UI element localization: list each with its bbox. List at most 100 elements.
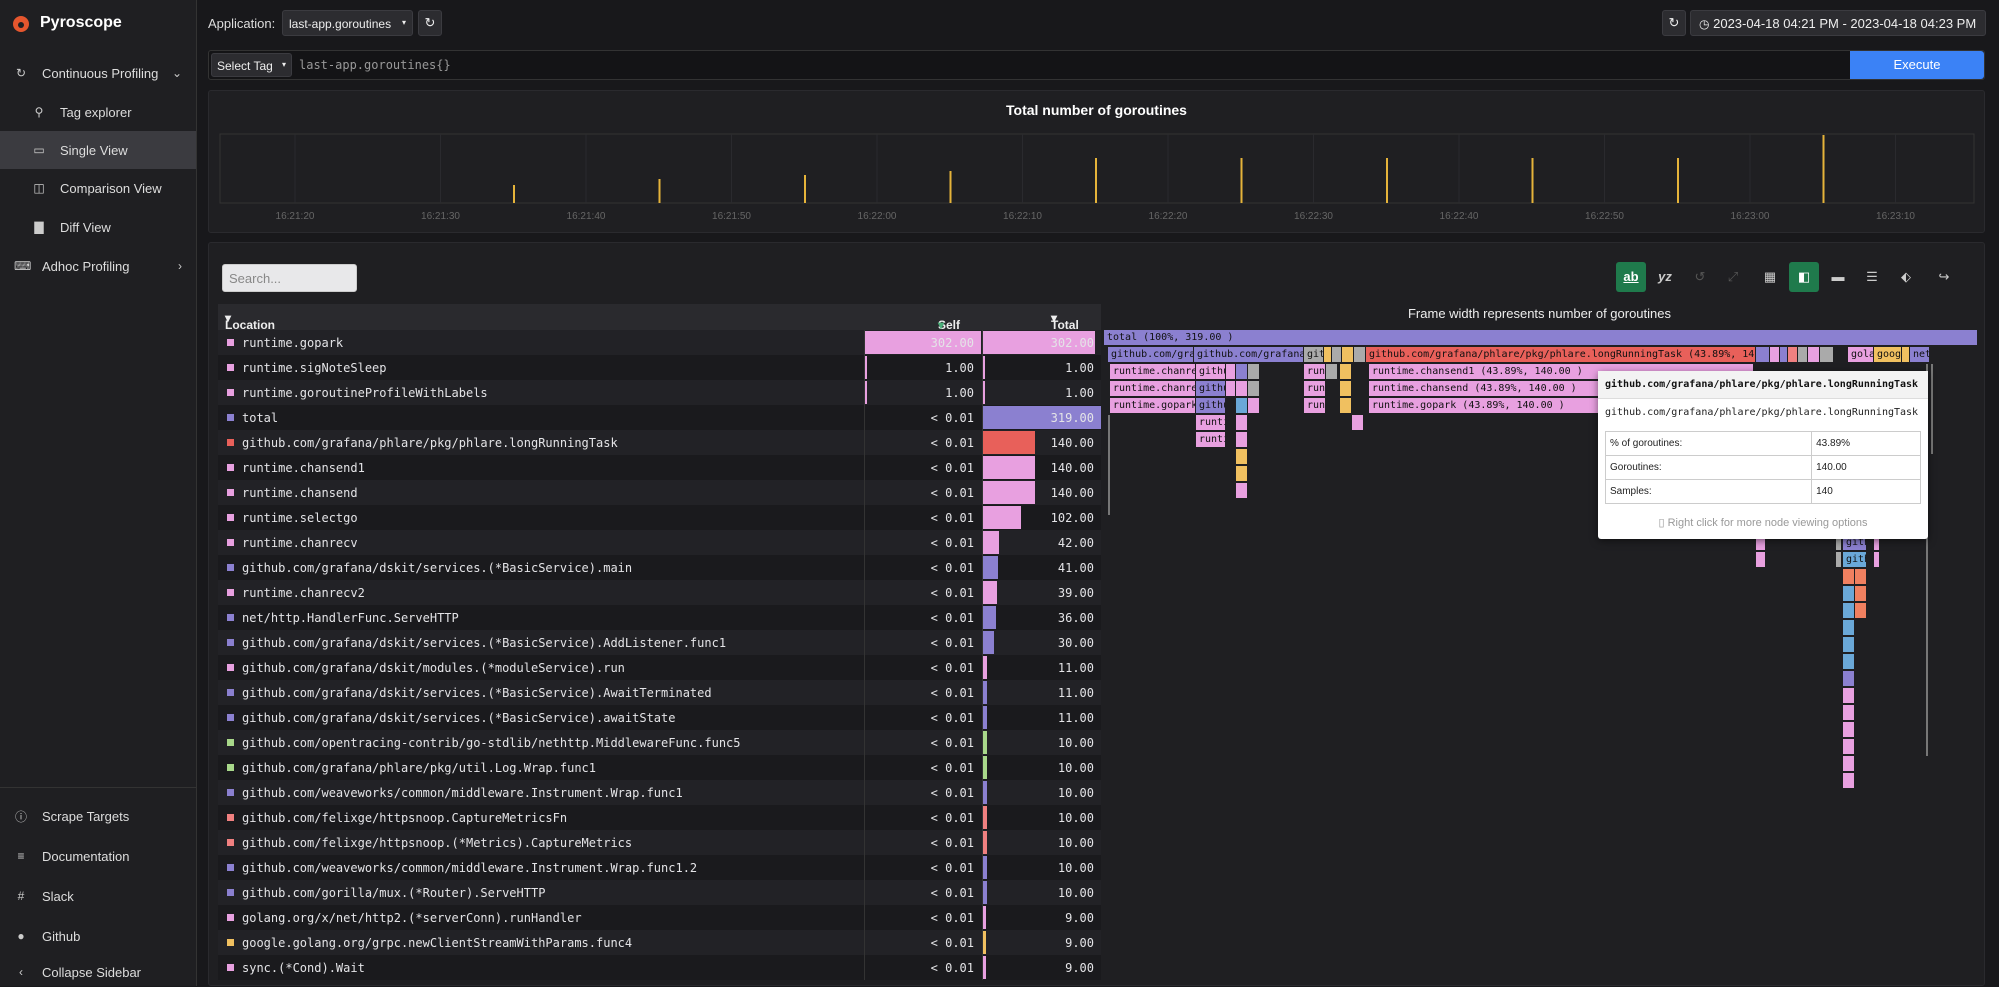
table-row[interactable]: github.com/weaveworks/common/middleware.… [218,780,1101,805]
table-row[interactable]: runtime.chanrecv < 0.01 42.00 [218,530,1101,555]
flame-frame[interactable] [1931,364,1933,454]
flame-frame[interactable] [1843,569,1855,584]
flame-frame[interactable]: run [1304,364,1326,379]
search-input[interactable]: Search... [222,264,357,292]
flame-frame[interactable] [1236,364,1248,379]
flame-frame[interactable] [1340,398,1352,413]
table-row[interactable]: github.com/opentracing-contrib/go-stdlib… [218,730,1101,755]
sidebar-item-adhoc-profiling[interactable]: ⌨ Adhoc Profiling › [0,247,196,285]
collapse-sidebar-button[interactable]: ‹ Collapse Sidebar [0,957,196,987]
application-select[interactable]: last-app.goroutines ▾ [282,10,413,36]
table-row[interactable]: github.com/grafana/dskit/services.(*Basi… [218,555,1101,580]
table-row[interactable]: runtime.chansend1 < 0.01 140.00 [218,455,1101,480]
flame-frame[interactable]: runtime.gopark [1110,398,1196,413]
sidebar-item-single-view[interactable]: ▭ Single View [0,131,196,169]
table-row[interactable]: github.com/grafana/phlare/pkg/util.Log.W… [218,755,1101,780]
table-row[interactable]: github.com/grafana/dskit/services.(*Basi… [218,680,1101,705]
flame-frame[interactable]: runtime.chanrec [1110,364,1196,379]
flame-frame[interactable] [1756,535,1766,550]
table-row[interactable]: github.com/gorilla/mux.(*Router).ServeHT… [218,880,1101,905]
flame-frame[interactable] [1843,671,1855,686]
flame-frame[interactable] [1836,552,1842,567]
table-row[interactable]: net/http.HandlerFunc.ServeHTTP < 0.01 36.0… [218,605,1101,630]
flame-frame[interactable] [1340,364,1352,379]
flame-frame[interactable] [1843,620,1855,635]
refresh-apps-button[interactable]: ↻ [418,10,442,36]
flame-frame[interactable] [1226,381,1236,396]
app-logo[interactable]: Pyroscope [0,0,196,46]
table-row[interactable]: runtime.chanrecv2 < 0.01 39.00 [218,580,1101,605]
flame-frame[interactable] [1798,347,1808,362]
highlight-button[interactable]: yz [1650,262,1680,292]
flame-frame[interactable] [1236,381,1248,396]
flame-frame[interactable] [1843,654,1855,669]
table-row[interactable]: runtime.goroutineProfileWithLabels 1.00 1.… [218,380,1101,405]
flame-frame[interactable] [1248,364,1260,379]
flame-frame[interactable]: githu [1196,381,1226,396]
flame-frame[interactable] [1756,347,1770,362]
flame-frame[interactable]: net [1910,347,1930,362]
flame-frame[interactable] [1843,637,1855,652]
timeline-chart[interactable]: 16:21:20 16:21:30 16:21:40 16:21:50 16:22:00… [209,91,1986,234]
flame-frame[interactable] [1855,586,1867,601]
flame-frame[interactable] [1843,688,1855,703]
flame-frame[interactable]: githu [1196,364,1226,379]
flame-frame[interactable] [1236,449,1248,464]
refresh-button[interactable]: ↻ [1662,10,1686,36]
flame-frame[interactable] [1342,347,1354,362]
sidebar-item-tag-explorer[interactable]: ⚲ Tag explorer [0,93,196,131]
flame-frame[interactable] [1236,432,1248,447]
sidebar-item-scrape-targets[interactable]: ⓘ Scrape Targets [0,797,196,835]
table-row[interactable]: github.com/weaveworks/common/middleware.… [218,855,1101,880]
flame-frame[interactable] [1788,347,1798,362]
table-row[interactable]: google.golang.org/grpc.newClientStreamWi… [218,930,1101,955]
table-view-button[interactable]: ▦ [1755,262,1785,292]
flame-frame[interactable] [1236,398,1248,413]
flame-frame[interactable] [1855,603,1867,618]
table-flamegraph-view-button[interactable]: ◧ [1789,262,1819,292]
sidebar-item-github[interactable]: ● Github [0,917,196,955]
flame-frame[interactable] [1770,347,1780,362]
flame-frame[interactable] [1354,347,1366,362]
table-row[interactable]: github.com/felixge/httpsnoop.CaptureMetr… [218,805,1101,830]
table-row[interactable]: github.com/felixge/httpsnoop.(*Metrics).… [218,830,1101,855]
select-tag-dropdown[interactable]: Select Tag ▾ [211,53,292,77]
table-row[interactable]: github.com/grafana/dskit/modules.(*modul… [218,655,1101,680]
flamegraph[interactable]: total (100%, 319.00 ) github.com/grafa g… [1104,330,1978,810]
location-column-header[interactable]: Location ▾ [225,311,275,332]
flame-frame[interactable] [1326,364,1338,379]
flame-frame[interactable] [1780,347,1788,362]
flame-frame[interactable]: run [1304,398,1326,413]
sidebar-item-diff-view[interactable]: ▇ Diff View [0,208,196,246]
flamegraph-view-button[interactable]: ▬ [1823,262,1853,292]
flame-frame[interactable] [1874,535,1880,550]
flame-frame[interactable]: runtime.chanrec [1110,381,1196,396]
flame-frame[interactable] [1756,552,1766,567]
expand-button[interactable]: ⤢ [1718,262,1748,292]
flame-frame[interactable] [1352,415,1364,430]
flame-frame[interactable] [1820,347,1834,362]
flame-frame[interactable] [1843,603,1855,618]
table-row[interactable]: total < 0.01 319.00 [218,405,1101,430]
sidebar-item-documentation[interactable]: ≡ Documentation [0,837,196,875]
flame-frame[interactable]: runti [1196,432,1226,447]
table-row[interactable]: runtime.selectgo < 0.01 102.00 [218,505,1101,530]
flame-frame[interactable] [1340,381,1352,396]
flame-frame[interactable] [1248,381,1260,396]
flame-frame[interactable]: total (100%, 319.00 ) [1104,330,1978,345]
time-range-picker[interactable]: ◷ 2023-04-18 04:21 PM - 2023-04-18 04:23… [1690,10,1986,36]
flame-frame[interactable]: goog [1874,347,1902,362]
flame-frame[interactable]: run [1304,381,1326,396]
flame-frame[interactable]: gola [1848,347,1874,362]
flame-frame[interactable] [1332,347,1342,362]
flame-frame[interactable] [1843,739,1855,754]
flame-frame[interactable]: git [1304,347,1324,362]
flame-frame[interactable]: github.com/grafana/phlare/pkg/phlare.lon… [1366,347,1756,362]
table-row[interactable]: runtime.chansend < 0.01 140.00 [218,480,1101,505]
flame-frame[interactable] [1902,347,1910,362]
table-row[interactable]: github.com/grafana/phlare/pkg/phlare.lon… [218,430,1101,455]
table-row[interactable]: github.com/grafana/dskit/services.(*Basi… [218,630,1101,655]
sandwich-view-button[interactable]: ☰ [1857,262,1887,292]
sidebar-item-comparison-view[interactable]: ◫ Comparison View [0,169,196,207]
flame-frame[interactable] [1855,569,1867,584]
